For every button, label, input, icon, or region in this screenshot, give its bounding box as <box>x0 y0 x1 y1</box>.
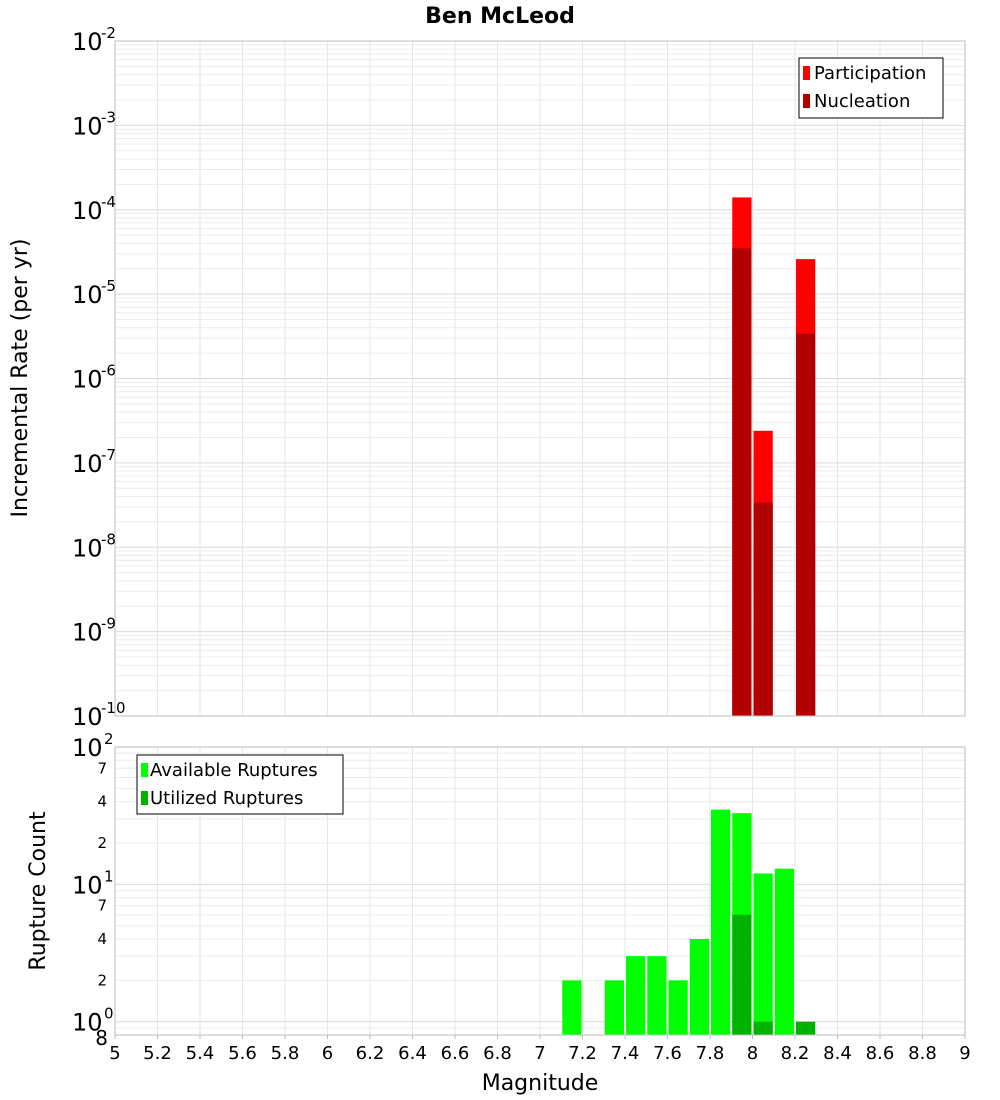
x-tick-label: 8.8 <box>908 1043 937 1064</box>
x-tick-label: 6.8 <box>483 1043 512 1064</box>
x-tick-label: 7.6 <box>653 1043 682 1064</box>
count-legend: Available Ruptures Utilized Ruptures <box>136 754 344 815</box>
x-tick-label: 5.6 <box>228 1043 257 1064</box>
count-y-axis-label: Rupture Count <box>26 811 51 971</box>
y-minor-tick-label: 4 <box>97 930 107 948</box>
x-tick-label: 8 <box>747 1043 758 1064</box>
y-tick-label: 10 <box>72 450 103 478</box>
legend-swatch-available <box>141 763 148 777</box>
y-tick-label: 10 <box>72 281 103 309</box>
x-tick-label: 5.2 <box>143 1043 172 1064</box>
x-tick-label: 6 <box>322 1043 333 1064</box>
y-tick-exponent: -8 <box>101 530 116 548</box>
bar-available-ruptures-8.05 <box>753 873 773 1035</box>
x-tick-label: 5 <box>109 1043 120 1064</box>
rate-bars <box>732 197 816 717</box>
x-tick-label: 5.8 <box>271 1043 300 1064</box>
x-axis-ticks: 5 5.2 5.4 5.6 5.8 6 6.2 6.4 6.6 6.8 7 7.2 7.4 7.6 7.8 8… <box>109 1035 971 1064</box>
rate-y-axis-label: Incremental Rate (per yr) <box>8 239 33 518</box>
legend-label-utilized: Utilized Ruptures <box>150 788 303 809</box>
y-tick-exponent: -3 <box>101 108 116 126</box>
legend-swatch-utilized <box>141 791 148 805</box>
y-minor-tick-label: 7 <box>97 897 107 915</box>
x-tick-label: 7.8 <box>696 1043 725 1064</box>
x-tick-label: 6.4 <box>398 1043 427 1064</box>
y-minor-tick-label: 7 <box>97 759 107 777</box>
y-tick-exponent: -9 <box>101 615 116 633</box>
x-tick-label: 6.6 <box>441 1043 470 1064</box>
x-tick-label: 8.6 <box>866 1043 895 1064</box>
legend-label-available: Available Ruptures <box>150 760 318 781</box>
y-tick-exponent: -6 <box>101 362 116 380</box>
x-tick-label: 8.2 <box>781 1043 810 1064</box>
x-tick-label: 7.4 <box>611 1043 640 1064</box>
x-tick-label: 8.4 <box>823 1043 852 1064</box>
legend-swatch-nucleation <box>803 94 810 108</box>
y-tick-label: 10 <box>72 197 103 225</box>
y-tick-label: 10 <box>72 112 103 140</box>
x-tick-label: 9 <box>959 1043 970 1064</box>
bar-nucleation-7.95 <box>732 248 752 717</box>
y-tick-label: 10 <box>72 734 103 762</box>
y-tick-label: 10 <box>72 1009 103 1037</box>
y-tick-exponent: 0 <box>104 1005 114 1023</box>
y-tick-label: 10 <box>72 871 103 899</box>
bar-available-ruptures-7.65 <box>668 980 688 1035</box>
bar-utilized-ruptures-8.05 <box>753 1021 773 1035</box>
x-tick-label: 7 <box>534 1043 545 1064</box>
y-minor-tick-label: 8 <box>95 1026 108 1050</box>
x-axis-label: Magnitude <box>482 1071 599 1096</box>
bar-nucleation-8.05 <box>753 502 773 716</box>
rate-plot-border <box>114 40 966 717</box>
rate-gridlines <box>114 41 966 717</box>
y-tick-exponent: -10 <box>101 699 126 717</box>
y-tick-label: 10 <box>72 366 103 394</box>
count-legend-box <box>136 754 344 815</box>
bar-available-ruptures-7.75 <box>689 939 709 1035</box>
y-tick-label: 10 <box>72 703 103 731</box>
bar-available-ruptures-8.15 <box>774 868 794 1035</box>
bar-available-ruptures-7.35 <box>604 980 624 1035</box>
x-tick-label: 5.4 <box>186 1043 215 1064</box>
y-minor-tick-label: 2 <box>97 971 107 989</box>
chart-title: Ben McLeod <box>425 4 575 29</box>
bar-available-ruptures-7.45 <box>626 956 646 1035</box>
legend-label-nucleation: Nucleation <box>814 91 910 112</box>
y-tick-label: 10 <box>72 534 103 562</box>
count-bars <box>562 809 816 1035</box>
y-tick-exponent: -4 <box>101 193 116 211</box>
y-tick-label: 10 <box>72 28 103 56</box>
bar-nucleation-8.25 <box>796 333 816 716</box>
bar-utilized-ruptures-7.95 <box>732 914 752 1035</box>
bar-utilized-ruptures-8.25 <box>796 1021 816 1035</box>
y-tick-exponent: -7 <box>101 446 116 464</box>
y-tick-exponent: -5 <box>101 277 116 295</box>
bar-available-ruptures-7.15 <box>562 980 582 1035</box>
y-tick-exponent: 2 <box>104 730 114 748</box>
legend-label-participation: Participation <box>814 63 926 84</box>
x-tick-label: 6.2 <box>356 1043 385 1064</box>
rate-legend-box <box>798 57 944 119</box>
x-tick-label: 7.2 <box>568 1043 597 1064</box>
bar-available-ruptures-7.85 <box>711 809 731 1035</box>
y-tick-label: 10 <box>72 619 103 647</box>
bar-available-ruptures-7.55 <box>647 956 667 1035</box>
y-tick-exponent: 1 <box>104 867 114 885</box>
y-minor-tick-label: 2 <box>97 834 107 852</box>
y-minor-tick-label: 4 <box>97 793 107 811</box>
y-tick-exponent: -2 <box>101 24 116 42</box>
legend-swatch-participation <box>803 66 810 80</box>
rate-legend: Participation Nucleation <box>798 57 944 119</box>
